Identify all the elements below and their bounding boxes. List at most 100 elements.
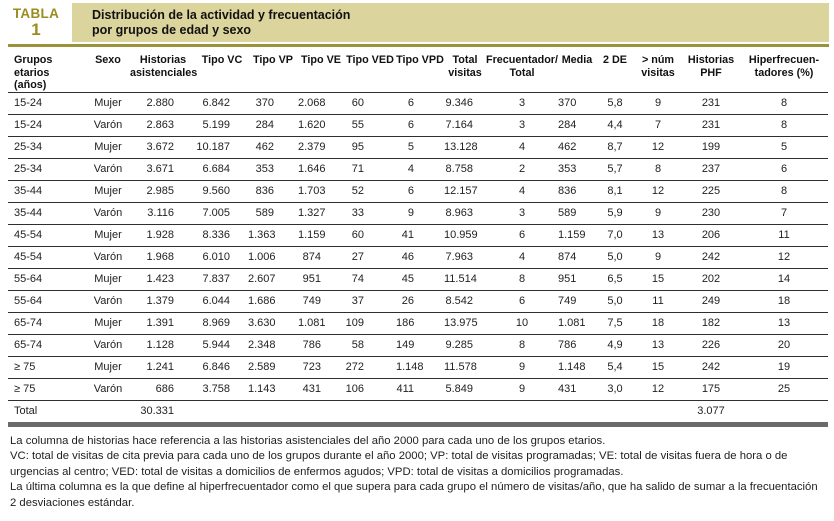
table-cell: 15-24 (8, 92, 86, 115)
column-header: 2 DE (596, 47, 634, 93)
table-cell: 1.646 (298, 158, 344, 181)
table-cell: 2.589 (248, 356, 298, 379)
table-cell: 14 (740, 268, 828, 291)
table-cell: 106 (344, 378, 396, 401)
table-cell: 6 (740, 158, 828, 181)
table-cell: 1.703 (298, 180, 344, 203)
table-cell: 55-64 (8, 268, 86, 291)
table-cell: 1.391 (130, 312, 196, 335)
table-cell: 25-34 (8, 136, 86, 159)
table-cell: 353 (558, 158, 596, 181)
table-cell: 3.077 (682, 400, 740, 427)
table-cell: 25 (740, 378, 828, 401)
table-cell: Varón (86, 202, 130, 225)
table-cell: 26 (396, 290, 444, 313)
table-cell: 9 (634, 246, 682, 269)
column-header: Sexo (86, 47, 130, 93)
table-cell: 33 (344, 202, 396, 225)
table-cell: 10.959 (444, 224, 486, 247)
table-cell: 199 (682, 136, 740, 159)
table-cell: 7.963 (444, 246, 486, 269)
table-cell: 3.630 (248, 312, 298, 335)
table-cell: 12 (740, 246, 828, 269)
table-cell: 6.044 (196, 290, 248, 313)
table-cell: 5 (396, 136, 444, 159)
table-cell: 836 (248, 180, 298, 203)
table-cell: 175 (682, 378, 740, 401)
table-cell: 1.423 (130, 268, 196, 291)
table-cell: 58 (344, 334, 396, 357)
table-cell: 686 (130, 378, 196, 401)
table-cell: 1.928 (130, 224, 196, 247)
table-cell: 55 (344, 114, 396, 137)
column-header: Hiperfrecuen- tadores (%) (740, 47, 828, 93)
table-cell: 12 (634, 378, 682, 401)
table-row: 45-54 Mujer 1.928 8.336 1.363 1.159 60 41 10.959… (8, 224, 828, 247)
table-cell: 37 (344, 290, 396, 313)
table-cell: 6 (486, 290, 558, 313)
table-cell: 6 (396, 180, 444, 203)
table-cell: Varón (86, 114, 130, 137)
table-cell (298, 400, 344, 427)
column-header: Tipo VED (344, 47, 396, 93)
table-cell: 589 (558, 202, 596, 225)
table-cell: 2.863 (130, 114, 196, 137)
table-cell: 13 (634, 334, 682, 357)
table-badge-number: 1 (31, 20, 41, 39)
table-cell: 11.578 (444, 356, 486, 379)
table-cell (634, 400, 682, 427)
table-cell: 74 (344, 268, 396, 291)
table-cell: 874 (558, 246, 596, 269)
table-cell: 6 (486, 224, 558, 247)
table-cell: 7.164 (444, 114, 486, 137)
table-cell: 7,5 (596, 312, 634, 335)
table-cell: 45-54 (8, 246, 86, 269)
table-cell: 1.143 (248, 378, 298, 401)
table-cell: 5,8 (596, 92, 634, 115)
table-cell: 5.199 (196, 114, 248, 137)
table-cell: 182 (682, 312, 740, 335)
table-row: 15-24 Varón 2.863 5.199 284 1.620 55 6 7.164 3 284… (8, 114, 828, 137)
table-cell: 1.241 (130, 356, 196, 379)
table-cell: 4 (486, 136, 558, 159)
table-row: 45-54 Varón 1.968 6.010 1.006 874 27 46 7.963 4 87… (8, 246, 828, 269)
table-cell: 15 (634, 356, 682, 379)
column-header: Historias PHF (682, 47, 740, 93)
table-cell: 786 (298, 334, 344, 357)
table-cell: 3.671 (130, 158, 196, 181)
table-cell: 272 (344, 356, 396, 379)
column-header: Total visitas (444, 47, 486, 93)
table-cell: 9 (634, 202, 682, 225)
table-cell: 7.837 (196, 268, 248, 291)
table-row: 35-44 Varón 3.116 7.005 589 1.327 33 9 8.963 3 589… (8, 202, 828, 225)
table-row: 65-74 Mujer 1.391 8.969 3.630 1.081 109 186 13.9… (8, 312, 828, 335)
table-cell: 462 (558, 136, 596, 159)
table-cell: 206 (682, 224, 740, 247)
table-cell: 3 (486, 114, 558, 137)
table-cell: 95 (344, 136, 396, 159)
table-cell: 226 (682, 334, 740, 357)
table-cell: 1.128 (130, 334, 196, 357)
column-header: Frecuentador/ Total (486, 47, 558, 93)
table-cell: 15-24 (8, 114, 86, 137)
table-cell: 1.148 (396, 356, 444, 379)
table-cell: 4 (486, 246, 558, 269)
table-cell: 109 (344, 312, 396, 335)
table-cell: 11 (634, 290, 682, 313)
footnote: La columna de historias hace referencia … (10, 434, 606, 447)
table-cell: 1.379 (130, 290, 196, 313)
column-header: Grupos etarios (años) (8, 47, 86, 93)
table-cell: 836 (558, 180, 596, 203)
table-cell: 149 (396, 334, 444, 357)
table-figure: TABLA 1 Distribución de la actividad y f… (0, 3, 834, 511)
table-row: ≥ 75 Mujer 1.241 6.846 2.589 723 272 1.148 11.57… (8, 356, 828, 379)
table-cell: 10.187 (196, 136, 248, 159)
table-cell: 13 (740, 312, 828, 335)
table-cell: 462 (248, 136, 298, 159)
table-cell: 4 (396, 158, 444, 181)
table-cell: 5 (740, 136, 828, 159)
table-cell: 431 (298, 378, 344, 401)
header-divider-rule (8, 44, 829, 47)
table-cell: 12 (634, 180, 682, 203)
table-cell: 1.159 (298, 224, 344, 247)
